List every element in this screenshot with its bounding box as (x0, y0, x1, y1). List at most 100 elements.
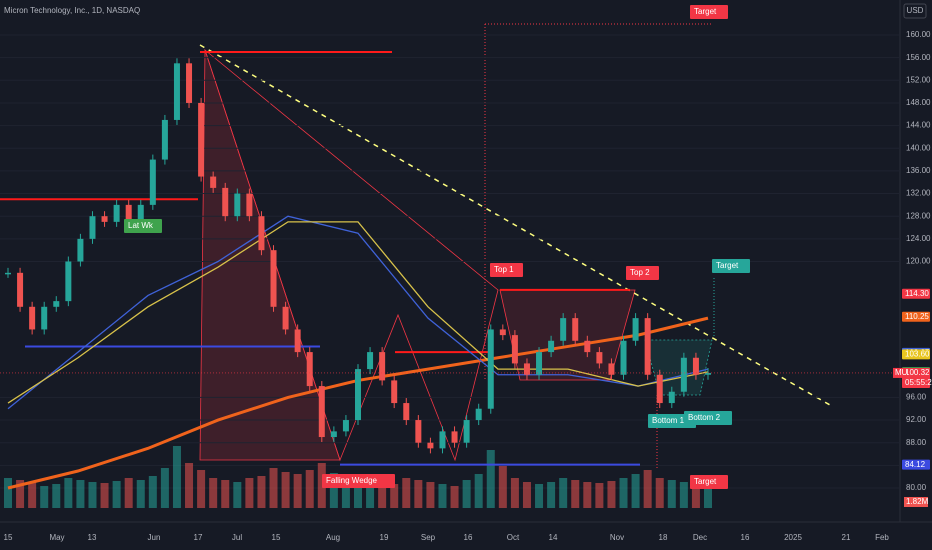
price-tag-box (902, 311, 930, 322)
annotation-label: Top 1 (494, 265, 514, 274)
volume-bar (667, 480, 676, 508)
volume-bar (366, 482, 375, 508)
volume-bar (655, 478, 664, 508)
x-tick-label: 13 (88, 533, 97, 542)
candle (475, 408, 482, 421)
volume-bar (16, 480, 25, 508)
volume-bar (643, 470, 652, 508)
volume-bar (64, 478, 73, 508)
annotation-label: Falling Wedge (326, 476, 378, 485)
candle (487, 329, 494, 409)
annotation-label: Lat Wk (128, 221, 154, 230)
candle (342, 420, 349, 432)
volume-bar (438, 484, 447, 508)
candle (101, 216, 108, 222)
candle (149, 159, 156, 205)
candle (536, 352, 543, 375)
annotation-box (490, 263, 523, 277)
candle (499, 329, 506, 336)
candle (282, 306, 289, 330)
x-tick-label: 16 (741, 533, 750, 542)
y-tick-label: 96.00 (906, 393, 927, 402)
volume-bar (486, 450, 495, 508)
currency: USD (907, 6, 924, 15)
y-tick-label: 132.00 (906, 189, 931, 198)
volume-bar (4, 478, 12, 508)
volume-bar (390, 484, 399, 508)
volume-bar (378, 483, 387, 508)
candle (65, 261, 72, 302)
annotation-box (124, 219, 162, 233)
candle (668, 391, 675, 404)
title: Micron Technology, Inc., 1D, NASDAQ (4, 6, 140, 15)
x-tick-label: 14 (549, 533, 558, 542)
volume-bar (402, 478, 411, 508)
candle (511, 335, 518, 364)
volume-tag: 1.82M (904, 497, 929, 507)
candle (391, 380, 398, 404)
y-tick-label: 80.00 (906, 483, 927, 492)
volume-bar (595, 483, 604, 508)
candle (463, 420, 470, 443)
annotation-label: Bottom 1 (652, 416, 685, 425)
price-tag-label: 103.60 (905, 349, 930, 358)
y-tick-label: 144.00 (906, 121, 931, 130)
annotation-box (712, 259, 750, 273)
volume-tag-box (904, 497, 928, 507)
y-tick-label: 92.00 (906, 415, 927, 424)
price-tag: 103.60 (902, 349, 930, 360)
volume-bar (522, 482, 531, 508)
candle (548, 340, 555, 353)
volume-bar (281, 472, 290, 508)
price-tag-box (902, 349, 930, 360)
candle (692, 357, 699, 375)
candle (306, 352, 313, 387)
annotation-box (690, 5, 728, 19)
x-tick-label: 2025 (784, 533, 802, 542)
trendline (199, 44, 831, 406)
volume-bar (28, 482, 37, 508)
volume-bar (221, 480, 230, 508)
x-tick-label: 17 (194, 533, 203, 542)
volume-bar (354, 480, 362, 508)
x-tick-label: 21 (842, 533, 851, 542)
candle (705, 372, 711, 375)
candle (367, 352, 374, 370)
candle (41, 306, 48, 330)
moving-average (7, 215, 709, 410)
x-tick-label: Oct (507, 533, 520, 542)
candle (198, 102, 205, 177)
annotation-label: Target (716, 261, 739, 270)
candle (330, 431, 337, 438)
candle (5, 272, 11, 275)
y-tick-label: 88.00 (906, 438, 927, 447)
annotation-box (690, 475, 728, 489)
volume-bar (498, 466, 507, 508)
candle (186, 63, 193, 103)
annotation-box (626, 266, 659, 280)
candle (584, 340, 591, 353)
price-tag: 100.32 (902, 367, 930, 388)
volume-bar (148, 476, 157, 508)
x-tick-label: 19 (380, 533, 389, 542)
volume-bar (535, 484, 544, 508)
candle (113, 204, 120, 222)
volume-bar (305, 470, 314, 508)
price-tag-box (902, 459, 930, 470)
y-tick-label: 140.00 (906, 143, 931, 152)
volume-bar (679, 482, 688, 508)
x-tick-label: May (49, 533, 64, 542)
annotation: Top 1 (490, 263, 523, 277)
volume-bar (52, 484, 61, 508)
volume-bar (450, 486, 459, 508)
candle (246, 193, 253, 217)
annotation: Target (690, 5, 728, 19)
volume-bar (317, 463, 326, 508)
annotation: Falling Wedge (322, 474, 395, 488)
countdown-label: 05:55:22 (905, 378, 932, 387)
volume-bar (209, 478, 218, 508)
candle (560, 318, 567, 341)
x-tick-label: Aug (326, 533, 340, 542)
price-tag-label: 110.25 (905, 312, 929, 321)
